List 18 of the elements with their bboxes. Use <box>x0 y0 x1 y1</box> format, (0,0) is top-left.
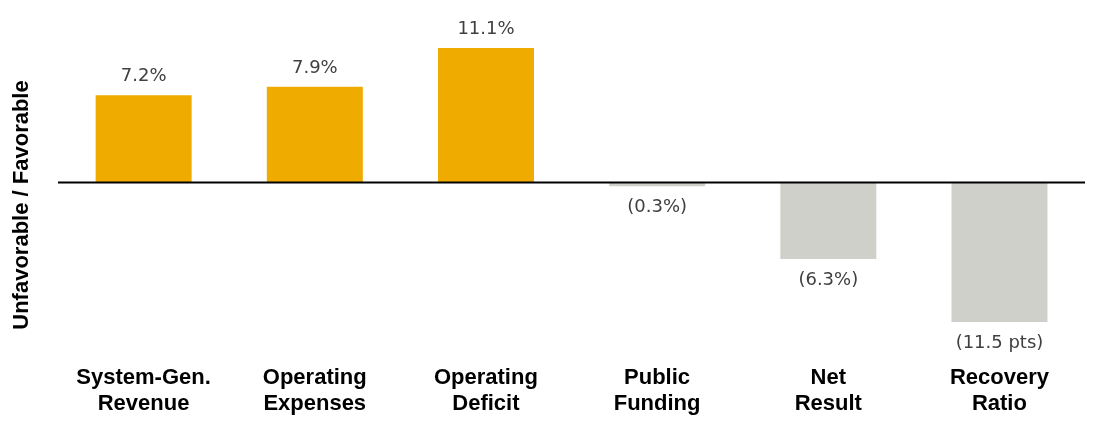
bar <box>951 182 1048 322</box>
x-tick-label: System-Gen. Revenue <box>76 364 211 415</box>
x-tick-label: Recovery Ratio <box>949 364 1050 415</box>
data-label: (6.3%) <box>798 267 859 289</box>
data-label: (0.3%) <box>627 195 688 217</box>
data-label: 7.2% <box>120 64 167 86</box>
x-tick-label: Operating Deficit <box>433 364 538 415</box>
x-tick-label: Operating Expenses <box>262 364 367 415</box>
data-label: 11.1% <box>457 17 515 38</box>
bar <box>780 182 877 259</box>
y-axis-title: Unfavorable / Favorable <box>7 80 33 330</box>
bar <box>266 86 363 183</box>
data-label: (11.5 pts) <box>955 331 1044 352</box>
x-tick-label: Net Result <box>794 364 863 415</box>
bar <box>95 95 192 183</box>
data-label: 7.9% <box>291 55 338 77</box>
bar <box>437 48 534 183</box>
x-tick-label: Public Funding <box>613 364 701 415</box>
